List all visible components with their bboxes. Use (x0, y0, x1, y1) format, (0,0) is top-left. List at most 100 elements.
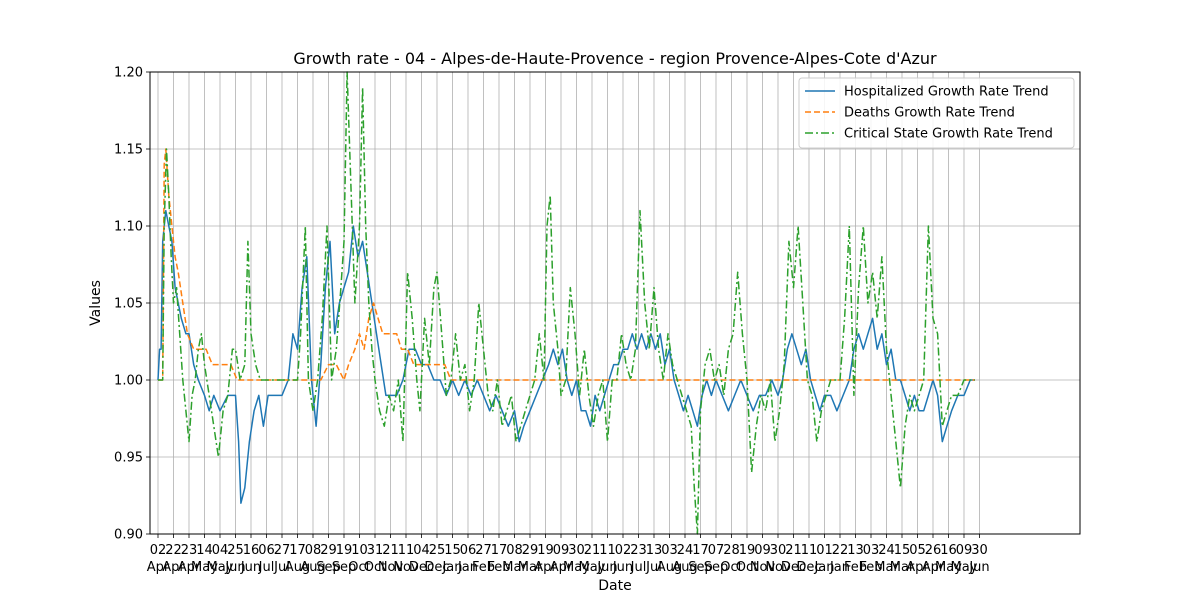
x-tick-day-label: 29 (320, 543, 337, 558)
y-tick-label: 1.05 (114, 297, 143, 312)
x-tick-day-label: 30 (770, 543, 787, 558)
x-tick-month-label: May (951, 560, 978, 575)
x-tick-month-label: Aug (285, 560, 310, 575)
x-tick-month-label: Oct (348, 560, 370, 575)
x-tick-month-label: Dec (796, 560, 821, 575)
x-tick-day-label: 28 (723, 543, 740, 558)
x-tick-day-label: 15 (444, 543, 461, 558)
x-tick-month-label: Nov (378, 560, 404, 575)
x-tick-month-label: Apr (534, 560, 557, 575)
x-tick-month-label: Mar (502, 560, 527, 575)
legend-label: Deaths Growth Rate Trend (844, 106, 1015, 121)
x-tick-month-label: Oct (364, 560, 386, 575)
x-tick-day-label: 11 (599, 543, 616, 558)
x-tick-day-label: 16 (243, 543, 260, 558)
x-tick-day-label: 21 (785, 543, 802, 558)
x-tick-month-label: Jun (224, 560, 245, 575)
x-tick-month-label: Sep (332, 560, 357, 575)
x-tick-day-label: 07 (708, 543, 725, 558)
x-tick-month-label: Apr (147, 560, 170, 575)
x-tick-day-label: 02 (150, 543, 167, 558)
x-tick-month-label: Nov (393, 560, 419, 575)
x-tick-month-label: Jun (612, 560, 633, 575)
x-tick-month-label: Apr (178, 560, 201, 575)
x-tick-day-label: 24 (878, 543, 895, 558)
x-tick-month-label: Aug (672, 560, 697, 575)
x-tick-month-label: Apr (906, 560, 929, 575)
x-tick-day-label: 02 (615, 543, 632, 558)
y-axis: 0.90 0.95 1.00 1.05 1.10 1.15 1.20 (114, 66, 150, 543)
x-tick-month-label: May (207, 560, 234, 575)
legend-label: Hospitalized Growth Rate Trend (844, 85, 1049, 100)
x-tick-month-label: Feb (472, 560, 495, 575)
y-axis-title: Values (88, 280, 104, 326)
series-line-1 (157, 209, 975, 504)
x-tick-month-label: May (563, 560, 590, 575)
x-tick-month-label: Apr (922, 560, 945, 575)
x-tick-day-label: 25 (429, 543, 446, 558)
x-tick-day-label: 16 (940, 543, 957, 558)
x-tick-day-label: 17 (289, 543, 306, 558)
x-tick-month-label: Jun (968, 560, 989, 575)
x-tick-day-label: 22 (165, 543, 182, 558)
x-tick-day-label: 14 (196, 543, 213, 558)
series-lines (157, 71, 975, 535)
x-tick-day-label: 06 (258, 543, 275, 558)
series-line-3 (158, 71, 975, 535)
x-tick-month-label: Sep (704, 560, 729, 575)
x-tick-day-label: 19 (537, 543, 554, 558)
x-tick-day-label: 29 (522, 543, 539, 558)
x-tick-month-label: Sep (688, 560, 713, 575)
x-tick-day-label: 06 (460, 543, 477, 558)
x-tick-month-label: Apr (550, 560, 573, 575)
x-tick-month-label: Jul (645, 560, 662, 575)
x-tick-day-label: 09 (553, 543, 570, 558)
x-tick-month-label: Aug (657, 560, 682, 575)
chart-title: Growth rate - 04 - Alpes-de-Haute-Proven… (293, 49, 937, 68)
x-tick-day-label: 09 (956, 543, 973, 558)
x-tick-day-label: 22 (832, 543, 849, 558)
x-tick-day-label: 21 (382, 543, 399, 558)
x-tick-day-label: 30 (971, 543, 988, 558)
x-tick-day-label: 04 (413, 543, 430, 558)
x-tick-day-label: 23 (630, 543, 647, 558)
x-tick-month-label: Dec (781, 560, 806, 575)
x-tick-day-label: 11 (398, 543, 415, 558)
y-tick-label: 1.00 (114, 374, 143, 389)
x-tick-day-label: 26 (925, 543, 942, 558)
y-tick-label: 1.10 (114, 220, 143, 235)
x-tick-day-label: 31 (367, 543, 384, 558)
x-tick-day-label: 05 (909, 543, 926, 558)
x-tick-day-label: 23 (181, 543, 198, 558)
x-tick-day-label: 19 (739, 543, 756, 558)
x-tick-day-label: 10 (351, 543, 368, 558)
x-tick-month-label: Oct (720, 560, 742, 575)
x-tick-day-label: 24 (677, 543, 694, 558)
x-tick-day-label: 08 (506, 543, 523, 558)
x-tick-day-label: 03 (661, 543, 678, 558)
x-tick-month-label: Apr (162, 560, 185, 575)
x-tick-day-label: 27 (274, 543, 291, 558)
legend-label: Critical State Growth Rate Trend (844, 127, 1053, 142)
x-tick-month-label: Dec (409, 560, 434, 575)
x-axis-title: Date (598, 578, 631, 594)
x-tick-month-label: Dec (424, 560, 449, 575)
x-tick-day-label: 19 (336, 543, 353, 558)
legend: Hospitalized Growth Rate Trend Deaths Gro… (798, 77, 1075, 149)
x-tick-day-label: 30 (568, 543, 585, 558)
series-line-2 (158, 148, 975, 381)
x-tick-day-label: 04 (212, 543, 229, 558)
x-tick-month-label: Jan (441, 560, 462, 575)
x-tick-day-label: 27 (475, 543, 492, 558)
x-tick-month-label: Jan (829, 560, 850, 575)
x-tick-day-label: 01 (816, 543, 833, 558)
x-tick-month-label: Jul (273, 560, 290, 575)
x-tick-month-label: Feb (859, 560, 882, 575)
x-tick-day-label: 17 (491, 543, 508, 558)
x-tick-day-label: 08 (305, 543, 322, 558)
x-tick-month-label: Feb (487, 560, 510, 575)
x-tick-month-label: Oct (736, 560, 758, 575)
x-tick-month-label: Jan (813, 560, 834, 575)
x-tick-month-label: Jan (457, 560, 478, 575)
x-tick-month-label: Nov (765, 560, 791, 575)
